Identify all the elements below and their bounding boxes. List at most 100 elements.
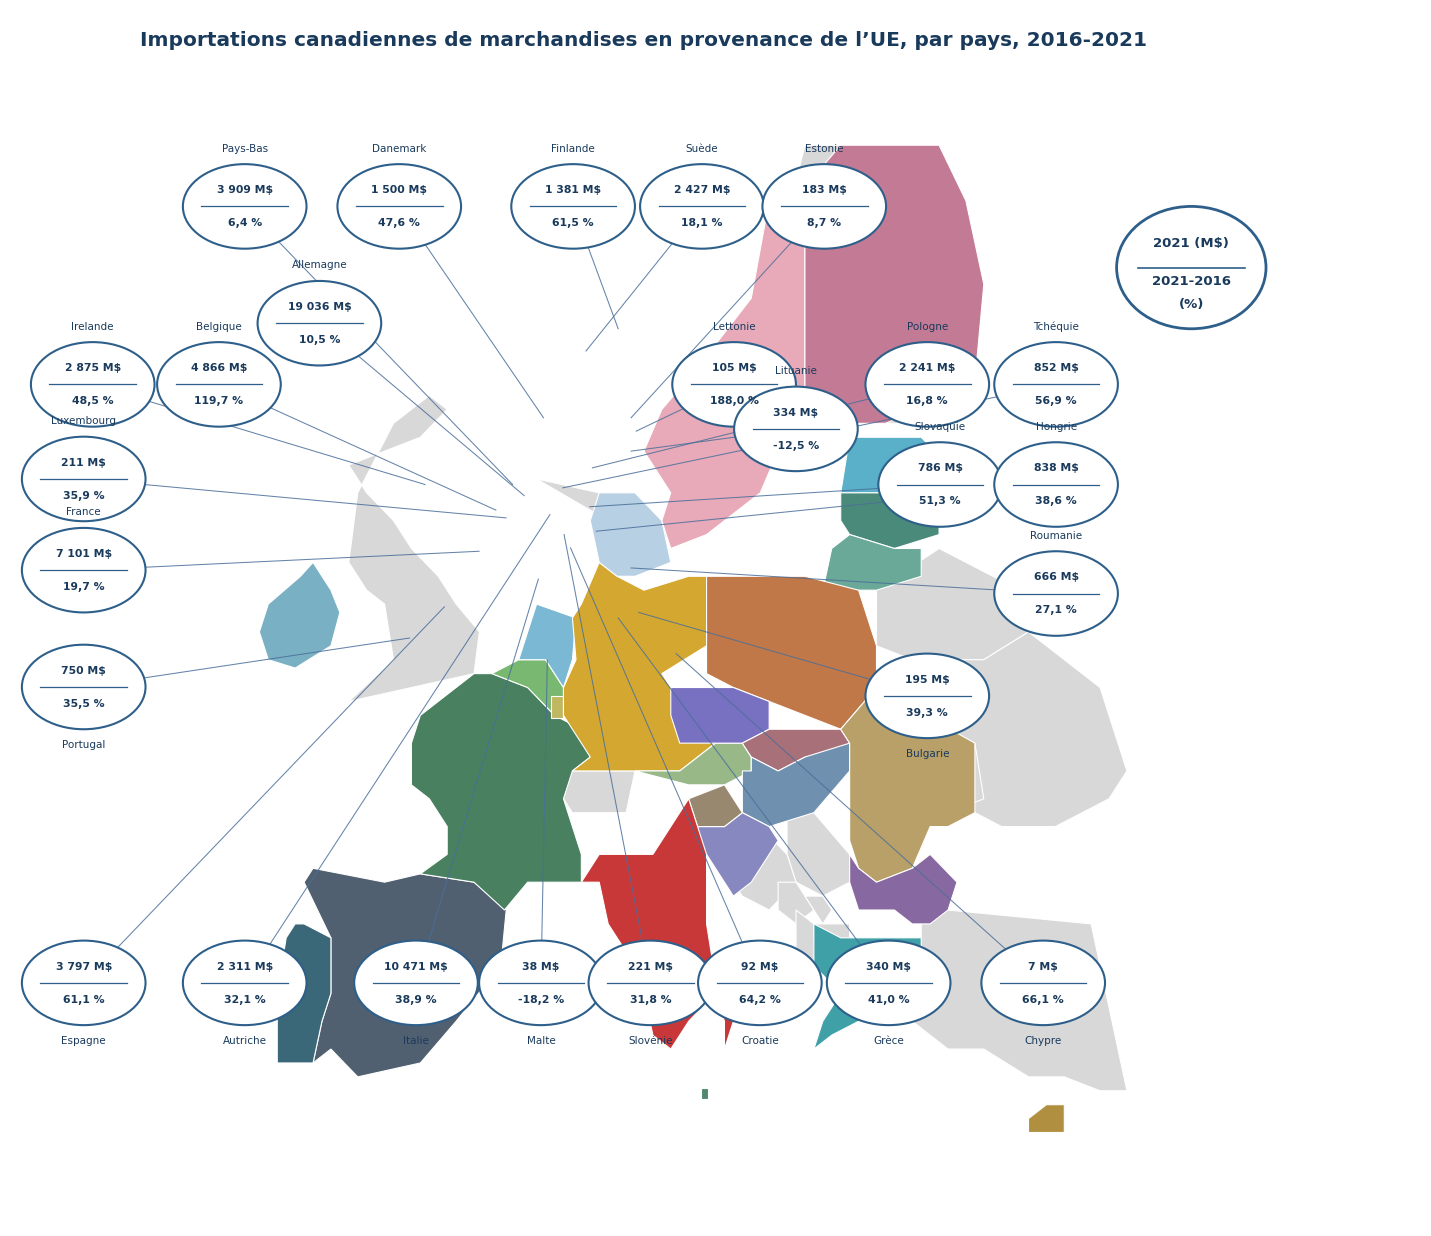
Text: 7 M$: 7 M$ [1029,962,1058,971]
Text: Pays-Bas: Pays-Bas [222,143,268,153]
Text: 1 381 M$: 1 381 M$ [545,185,601,195]
Polygon shape [823,534,922,590]
Ellipse shape [258,281,381,366]
Text: 3 909 M$: 3 909 M$ [216,185,273,195]
Ellipse shape [866,342,989,426]
Text: 10,5 %: 10,5 % [299,335,341,345]
Text: 105 M$: 105 M$ [711,363,757,373]
Text: Hongrie: Hongrie [1036,421,1076,431]
Ellipse shape [698,941,821,1025]
Text: 188,0 %: 188,0 % [710,397,758,407]
Text: Lituanie: Lituanie [776,366,817,376]
Text: 66,1 %: 66,1 % [1022,995,1065,1005]
Text: 64,2 %: 64,2 % [738,995,781,1005]
Polygon shape [743,729,850,771]
Ellipse shape [31,342,155,426]
Ellipse shape [21,645,146,729]
Ellipse shape [995,551,1118,635]
Polygon shape [278,923,331,1063]
Text: 2 241 M$: 2 241 M$ [899,363,956,373]
Text: 2 427 M$: 2 427 M$ [674,185,730,195]
Polygon shape [724,827,796,910]
Text: 666 M$: 666 M$ [1033,572,1079,582]
Text: 2 875 M$: 2 875 M$ [64,363,120,373]
Text: 1 500 M$: 1 500 M$ [371,185,428,195]
Text: 2021-2016: 2021-2016 [1152,274,1231,288]
Text: 838 M$: 838 M$ [1033,464,1079,473]
Text: Importations canadiennes de marchandises en provenance de l’UE, par pays, 2016-2: Importations canadiennes de marchandises… [140,31,1148,49]
Polygon shape [814,923,850,952]
Text: 51,3 %: 51,3 % [919,497,962,507]
Text: Croatie: Croatie [741,1036,778,1046]
Ellipse shape [995,342,1118,426]
Ellipse shape [157,342,280,426]
Text: Grèce: Grèce [873,1036,904,1046]
Text: Pologne: Pologne [907,321,947,331]
Text: Tchéquie: Tchéquie [1033,321,1079,331]
Text: 786 M$: 786 M$ [917,464,963,473]
Text: Espagne: Espagne [62,1036,106,1046]
Text: Chypre: Chypre [1025,1036,1062,1046]
Ellipse shape [995,442,1118,527]
Polygon shape [590,493,671,576]
Text: 221 M$: 221 M$ [628,962,673,971]
Text: 6,4 %: 6,4 % [228,219,262,229]
Polygon shape [841,493,939,549]
Text: -12,5 %: -12,5 % [773,441,819,451]
Polygon shape [697,813,778,896]
Text: Irelande: Irelande [72,321,114,331]
Ellipse shape [866,654,989,738]
Text: Roumanie: Roumanie [1030,530,1082,540]
Polygon shape [259,562,341,667]
Ellipse shape [21,941,146,1025]
Text: 19 036 M$: 19 036 M$ [288,302,351,313]
Text: Suède: Suède [685,143,718,153]
Polygon shape [804,896,831,923]
Text: 3 797 M$: 3 797 M$ [56,962,112,971]
Polygon shape [841,438,949,493]
Text: 852 M$: 852 M$ [1033,363,1079,373]
Text: Slovaquie: Slovaquie [914,421,966,431]
Polygon shape [707,576,876,729]
Ellipse shape [21,528,146,612]
Ellipse shape [183,941,306,1025]
Text: 334 M$: 334 M$ [773,408,819,418]
Polygon shape [1029,1105,1065,1132]
Text: 61,1 %: 61,1 % [63,995,104,1005]
Polygon shape [635,743,751,785]
Polygon shape [850,854,957,923]
Text: Lettonie: Lettonie [713,321,756,331]
Polygon shape [519,604,575,687]
Text: Italie: Italie [404,1036,429,1046]
Text: 340 M$: 340 M$ [866,962,912,971]
Text: Estonie: Estonie [806,143,843,153]
Ellipse shape [588,941,713,1025]
Text: 16,8 %: 16,8 % [906,397,949,407]
Text: 18,1 %: 18,1 % [681,219,723,229]
Text: 27,1 %: 27,1 % [1035,606,1078,616]
Text: 38,6 %: 38,6 % [1035,497,1078,507]
Text: 35,5 %: 35,5 % [63,698,104,709]
Polygon shape [787,813,850,896]
Polygon shape [922,743,985,813]
Polygon shape [701,1088,708,1099]
Text: 61,5 %: 61,5 % [552,219,594,229]
Text: 92 M$: 92 M$ [741,962,778,971]
Text: 19,7 %: 19,7 % [63,582,104,592]
Text: 7 101 M$: 7 101 M$ [56,549,112,559]
Polygon shape [778,883,814,923]
Text: (%): (%) [1179,298,1203,310]
Ellipse shape [511,164,635,248]
Text: Finlande: Finlande [551,143,595,153]
Polygon shape [796,910,823,979]
Ellipse shape [338,164,461,248]
Polygon shape [814,923,922,1049]
Text: 38,9 %: 38,9 % [395,995,436,1005]
Text: 10 471 M$: 10 471 M$ [384,962,448,971]
Text: 2 311 M$: 2 311 M$ [216,962,273,971]
Polygon shape [841,687,975,883]
Text: 39,3 %: 39,3 % [906,708,949,718]
Polygon shape [688,785,743,827]
Text: Portugal: Portugal [62,740,106,750]
Text: 41,0 %: 41,0 % [867,995,910,1005]
